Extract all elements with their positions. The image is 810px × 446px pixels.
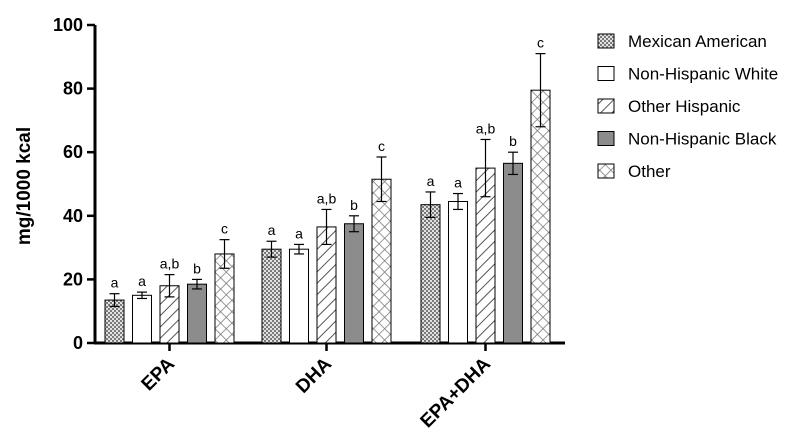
bar — [132, 294, 152, 344]
significance-label: b — [193, 260, 201, 276]
legend-item-label: Other Hispanic — [628, 97, 741, 116]
significance-label: c — [378, 138, 385, 154]
plot-area: 0 20 40 60 80 100 a a a,b b c EPA a a a,b b c DHA a a a,b b c E… — [53, 15, 565, 432]
y-tick-label: 40 — [63, 206, 83, 226]
legend-item-label: Non-Hispanic White — [628, 65, 778, 84]
y-tick-label: 100 — [53, 15, 83, 35]
legend-item-label: Other — [628, 162, 671, 181]
significance-label: a — [111, 275, 119, 291]
bar — [289, 248, 309, 344]
category-label: DHA — [292, 353, 336, 397]
significance-label: a,b — [160, 256, 180, 272]
significance-label: c — [537, 35, 544, 51]
y-axis-label: mg/1000 kcal — [14, 127, 35, 245]
bar — [344, 223, 364, 344]
legend-swatch — [597, 33, 615, 49]
bar — [371, 178, 392, 344]
significance-label: a,b — [317, 190, 337, 206]
legend-item-label: Non-Hispanic Black — [628, 130, 777, 149]
y-tick-label: 60 — [63, 142, 83, 162]
bar — [420, 204, 441, 344]
y-tick-label: 80 — [63, 79, 83, 99]
legend-swatch — [597, 163, 615, 179]
significance-label: b — [509, 133, 517, 149]
y-tick-label: 20 — [63, 269, 83, 289]
significance-label: a,b — [476, 120, 496, 136]
legend: Mexican American Non-Hispanic White Other … — [597, 32, 778, 181]
legend-item-label: Mexican American — [628, 32, 767, 51]
bar — [503, 162, 523, 344]
significance-label: a — [138, 273, 146, 289]
legend-swatch — [597, 131, 615, 146]
significance-label: c — [221, 221, 228, 237]
legend-swatch — [597, 98, 615, 114]
significance-label: b — [350, 197, 358, 213]
significance-label: a — [268, 222, 276, 238]
category-label: EPA+DHA — [417, 353, 496, 432]
significance-label: a — [427, 173, 435, 189]
y-tick-label: 0 — [73, 333, 83, 353]
category-label: EPA — [138, 353, 180, 395]
bar — [448, 200, 468, 344]
bar — [530, 89, 551, 344]
significance-label: a — [454, 175, 462, 191]
bar — [261, 248, 282, 344]
bar — [187, 283, 207, 344]
significance-label: a — [295, 225, 303, 241]
legend-swatch — [597, 66, 615, 81]
